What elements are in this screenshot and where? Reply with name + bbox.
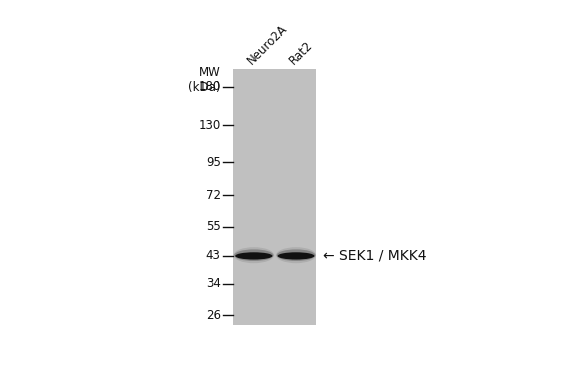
Text: 180: 180 (198, 81, 221, 93)
Text: 26: 26 (205, 309, 221, 322)
Ellipse shape (276, 249, 315, 261)
Text: 43: 43 (206, 249, 221, 262)
Ellipse shape (233, 247, 274, 263)
Text: MW
(kDa): MW (kDa) (188, 66, 221, 94)
Text: 34: 34 (206, 277, 221, 290)
Ellipse shape (234, 249, 274, 261)
Ellipse shape (278, 252, 314, 260)
Ellipse shape (235, 252, 272, 260)
Ellipse shape (276, 247, 316, 263)
Text: 130: 130 (198, 119, 221, 132)
Text: Neuro2A: Neuro2A (244, 22, 290, 67)
Text: 55: 55 (206, 220, 221, 233)
Text: 72: 72 (205, 189, 221, 201)
Text: Rat2: Rat2 (287, 39, 315, 67)
Text: 95: 95 (206, 156, 221, 169)
Bar (233, 69, 317, 325)
Text: ← SEK1 / MKK4: ← SEK1 / MKK4 (323, 249, 427, 263)
